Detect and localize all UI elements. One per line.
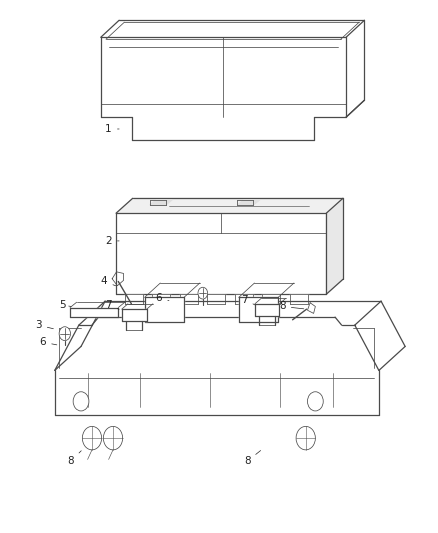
Text: 8: 8 [279, 302, 304, 311]
Polygon shape [239, 297, 278, 322]
Polygon shape [208, 294, 225, 304]
Text: 6: 6 [155, 294, 169, 303]
Polygon shape [290, 294, 308, 304]
Polygon shape [307, 303, 315, 313]
Polygon shape [262, 294, 280, 304]
Circle shape [82, 426, 102, 450]
Circle shape [73, 392, 89, 411]
Polygon shape [152, 294, 170, 304]
Polygon shape [145, 297, 184, 322]
Circle shape [296, 426, 315, 450]
Polygon shape [70, 308, 118, 317]
Polygon shape [59, 381, 374, 415]
Polygon shape [237, 200, 260, 205]
Text: 5: 5 [59, 300, 71, 310]
Polygon shape [326, 198, 343, 294]
Circle shape [103, 426, 123, 450]
Circle shape [59, 327, 71, 341]
Text: 7: 7 [105, 301, 119, 310]
Circle shape [198, 287, 208, 299]
Polygon shape [116, 198, 343, 213]
Text: 2: 2 [105, 236, 119, 246]
Text: 4: 4 [101, 277, 116, 286]
Text: 8: 8 [244, 450, 261, 466]
Polygon shape [122, 309, 147, 321]
Text: 1: 1 [105, 124, 119, 134]
Circle shape [307, 392, 323, 411]
Polygon shape [150, 200, 172, 205]
Text: 6: 6 [39, 337, 57, 347]
Polygon shape [125, 294, 143, 304]
Text: 8: 8 [67, 451, 81, 466]
Text: 7: 7 [241, 295, 255, 305]
Polygon shape [255, 304, 279, 316]
Polygon shape [55, 317, 379, 415]
Polygon shape [235, 294, 253, 304]
Polygon shape [116, 213, 326, 294]
Text: 3: 3 [35, 320, 53, 330]
Polygon shape [112, 272, 124, 286]
Polygon shape [180, 294, 198, 304]
